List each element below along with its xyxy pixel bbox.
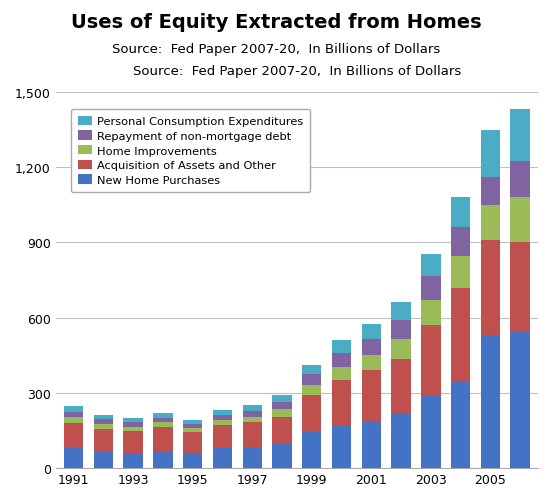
Bar	[213, 410, 232, 415]
Bar	[302, 432, 321, 468]
Bar	[93, 424, 113, 429]
Bar	[392, 320, 411, 340]
Bar	[183, 454, 202, 468]
Bar	[421, 396, 441, 468]
Bar	[481, 336, 500, 468]
Bar	[392, 359, 411, 414]
Text: Uses of Equity Extracted from Homes: Uses of Equity Extracted from Homes	[71, 13, 482, 32]
Bar	[123, 431, 143, 453]
Bar	[302, 396, 321, 432]
Bar	[332, 341, 351, 353]
Bar	[362, 325, 381, 340]
Bar	[302, 385, 321, 396]
Bar	[481, 240, 500, 336]
Bar	[332, 381, 351, 426]
Bar	[451, 382, 470, 468]
Bar	[392, 303, 411, 320]
Bar	[93, 429, 113, 451]
Bar	[64, 412, 84, 418]
Bar	[392, 340, 411, 359]
Bar	[153, 422, 173, 427]
Bar	[332, 426, 351, 468]
Bar	[183, 421, 202, 424]
Bar	[153, 418, 173, 422]
Bar	[510, 161, 530, 198]
Bar	[510, 110, 530, 161]
Bar	[272, 409, 291, 417]
Bar	[123, 419, 143, 423]
Bar	[451, 198, 470, 228]
Bar	[64, 448, 84, 468]
Bar	[510, 243, 530, 332]
Bar	[362, 371, 381, 422]
Bar	[451, 288, 470, 382]
Bar	[243, 447, 262, 468]
Bar	[451, 257, 470, 288]
Bar	[421, 326, 441, 396]
Bar	[362, 422, 381, 468]
Bar	[153, 413, 173, 418]
Bar	[510, 332, 530, 468]
Bar	[153, 427, 173, 451]
Bar	[183, 432, 202, 454]
Bar	[213, 415, 232, 420]
Bar	[64, 423, 84, 448]
Bar	[213, 448, 232, 468]
Bar	[123, 427, 143, 431]
Bar	[183, 428, 202, 432]
Bar	[213, 420, 232, 425]
Bar	[243, 406, 262, 411]
Bar	[93, 451, 113, 468]
Bar	[302, 365, 321, 375]
Bar	[243, 417, 262, 422]
Bar	[451, 228, 470, 257]
Bar	[213, 425, 232, 448]
Bar	[272, 417, 291, 443]
Bar	[153, 451, 173, 468]
Bar	[272, 395, 291, 402]
Bar	[272, 402, 291, 409]
Bar	[243, 422, 262, 447]
Bar	[421, 254, 441, 277]
Bar	[510, 198, 530, 243]
Text: Source:  Fed Paper 2007-20,  In Billions of Dollars: Source: Fed Paper 2007-20, In Billions o…	[133, 65, 461, 78]
Bar	[332, 353, 351, 367]
Bar	[362, 355, 381, 371]
Bar	[64, 418, 84, 423]
Bar	[272, 443, 291, 468]
Bar	[481, 130, 500, 178]
Bar	[362, 340, 381, 355]
Bar	[64, 406, 84, 412]
Bar	[93, 420, 113, 424]
Bar	[481, 178, 500, 205]
Bar	[481, 205, 500, 240]
Text: Source:  Fed Paper 2007-20,  In Billions of Dollars: Source: Fed Paper 2007-20, In Billions o…	[112, 43, 441, 56]
Bar	[392, 414, 411, 468]
Bar	[123, 453, 143, 468]
Bar	[421, 277, 441, 301]
Bar	[332, 367, 351, 381]
Bar	[183, 424, 202, 428]
Bar	[243, 411, 262, 417]
Legend: Personal Consumption Expenditures, Repayment of non-mortgage debt, Home Improvem: Personal Consumption Expenditures, Repay…	[71, 110, 310, 192]
Bar	[123, 423, 143, 427]
Bar	[302, 375, 321, 385]
Bar	[421, 301, 441, 326]
Bar	[93, 415, 113, 420]
